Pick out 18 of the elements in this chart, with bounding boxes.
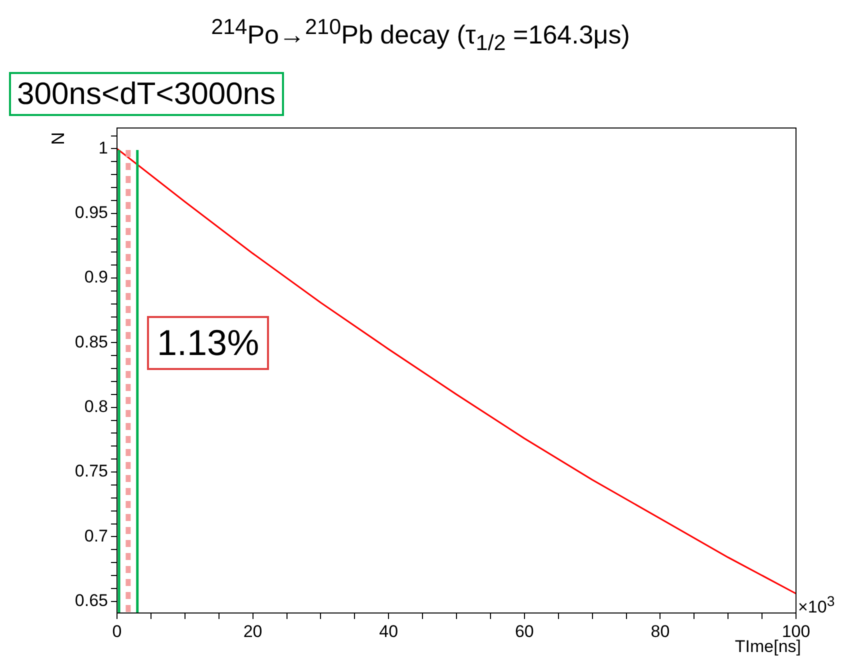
- annotation: 1.13%: [147, 316, 270, 370]
- text: 300ns<dT<3000ns: [9, 72, 284, 116]
- y-tick-label: 0.9: [84, 268, 108, 287]
- chart-title: $^{214}$Po→$^{210}$Pb decay (τ$_{1/2}$ =164.3μs): [210, 14, 631, 56]
- y-tick-label: 0.85: [74, 332, 108, 352]
- y-tick-label: 0.95: [74, 203, 108, 222]
- x-tick-label: 0: [112, 622, 122, 641]
- x-tick-label: 80: [650, 622, 670, 641]
- y-tick-label: 0.75: [74, 462, 108, 481]
- y-tick-label: 0.8: [84, 397, 108, 416]
- x-tick-label: 60: [514, 622, 534, 641]
- x-tick-label: 20: [243, 622, 262, 641]
- y-axis-title: N: [48, 132, 69, 145]
- y-tick-label: 1: [98, 138, 108, 158]
- y-tick-label: 0.65: [74, 591, 108, 610]
- y-tick-label: 0.7: [84, 526, 108, 546]
- x-tick-label: 40: [379, 622, 398, 641]
- text: ×10$^{3}$: [798, 594, 835, 618]
